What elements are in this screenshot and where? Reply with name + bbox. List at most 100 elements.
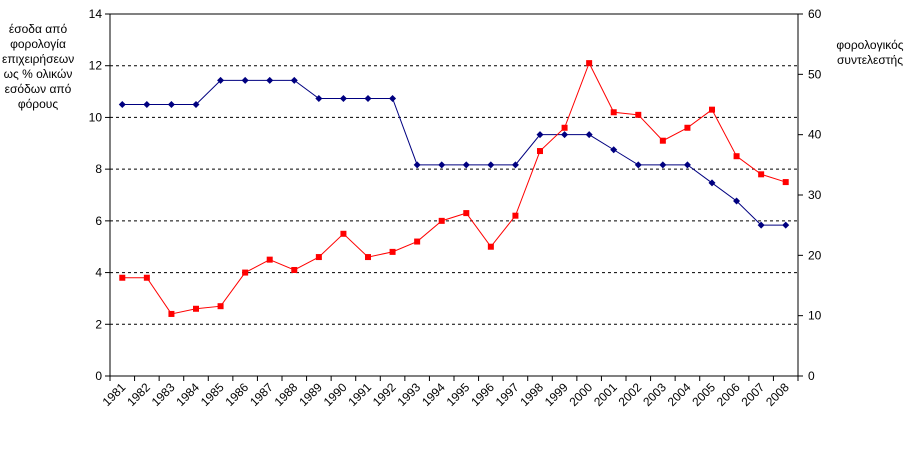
x-tick-label: 1989 bbox=[296, 380, 325, 409]
data-point-diamond bbox=[659, 161, 667, 169]
right-tick-label: 60 bbox=[808, 7, 822, 21]
data-point-square bbox=[635, 111, 642, 118]
data-point-diamond bbox=[192, 101, 200, 108]
data-point-square bbox=[512, 212, 519, 219]
data-point-square bbox=[684, 124, 691, 131]
x-tick-label: 1999 bbox=[542, 380, 571, 409]
data-point-diamond bbox=[634, 161, 642, 169]
data-point-square bbox=[487, 243, 494, 250]
x-tick-label: 2001 bbox=[591, 380, 620, 409]
data-point-square bbox=[217, 303, 224, 310]
data-point-diamond bbox=[167, 101, 175, 108]
data-point-square bbox=[438, 217, 445, 224]
x-tick-label: 1985 bbox=[198, 380, 227, 409]
data-point-square bbox=[561, 124, 568, 131]
data-point-diamond bbox=[708, 179, 716, 187]
x-tick-label: 1987 bbox=[247, 380, 276, 409]
left-tick-label: 4 bbox=[95, 266, 102, 280]
right-tick-label: 20 bbox=[808, 248, 822, 262]
left-tick-label: 12 bbox=[89, 59, 103, 73]
data-point-diamond bbox=[364, 94, 372, 102]
x-tick-label: 2007 bbox=[738, 380, 767, 409]
data-point-diamond bbox=[511, 161, 519, 169]
data-point-diamond bbox=[438, 161, 446, 169]
x-tick-label: 1996 bbox=[468, 380, 497, 409]
x-axis: 1981198219831984198519861987198819891990… bbox=[100, 376, 799, 409]
x-tick-label: 2002 bbox=[616, 380, 645, 409]
data-point-diamond bbox=[118, 101, 126, 108]
data-point-square bbox=[414, 238, 421, 245]
data-point-diamond bbox=[462, 161, 470, 169]
data-point-diamond bbox=[733, 197, 741, 205]
x-tick-label: 1995 bbox=[444, 380, 473, 409]
data-point-square bbox=[242, 269, 249, 276]
data-point-diamond bbox=[143, 101, 151, 108]
data-point-square bbox=[365, 254, 371, 261]
data-point-diamond bbox=[241, 76, 249, 84]
x-tick-label: 1986 bbox=[222, 380, 251, 409]
right-tick-label: 0 bbox=[808, 369, 815, 383]
data-point-diamond bbox=[339, 94, 347, 102]
right-tick-label: 50 bbox=[808, 67, 822, 81]
right-axis-label: φορολογικός συντελεστής bbox=[836, 38, 904, 67]
data-point-square bbox=[389, 248, 396, 255]
data-point-square bbox=[266, 256, 273, 263]
data-point-diamond bbox=[585, 131, 593, 139]
x-tick-label: 1992 bbox=[370, 380, 399, 409]
x-tick-label: 1981 bbox=[100, 380, 129, 409]
data-point-diamond bbox=[536, 131, 544, 139]
x-tick-label: 1993 bbox=[394, 380, 423, 409]
data-point-square bbox=[291, 266, 298, 273]
data-point-square bbox=[143, 274, 150, 281]
data-point-square bbox=[709, 106, 715, 113]
gridlines bbox=[110, 65, 798, 325]
left-tick-label: 2 bbox=[95, 317, 102, 331]
data-point-square bbox=[659, 137, 666, 144]
data-point-diamond bbox=[757, 221, 765, 229]
data-point-diamond bbox=[561, 131, 569, 139]
x-tick-label: 1994 bbox=[419, 380, 448, 409]
data-point-diamond bbox=[487, 161, 495, 169]
left-tick-label: 6 bbox=[95, 214, 102, 228]
right-tick-label: 30 bbox=[808, 188, 822, 202]
right-tick-label: 40 bbox=[808, 128, 822, 142]
x-tick-label: 1983 bbox=[149, 380, 178, 409]
series-layer bbox=[118, 60, 790, 317]
data-point-diamond bbox=[610, 146, 618, 154]
data-point-diamond bbox=[315, 94, 323, 102]
left-tick-label: 8 bbox=[95, 162, 102, 176]
data-point-diamond bbox=[266, 76, 274, 84]
data-point-square bbox=[733, 153, 740, 160]
x-tick-label: 1998 bbox=[517, 380, 546, 409]
x-tick-label: 2003 bbox=[640, 380, 669, 409]
data-point-square bbox=[193, 305, 199, 312]
left-tick-label: 14 bbox=[89, 7, 103, 21]
right-axis: 0 10 20 30 40 50 60 bbox=[798, 7, 822, 383]
left-tick-label: 0 bbox=[95, 369, 102, 383]
data-point-square bbox=[782, 179, 789, 186]
plot-frame bbox=[109, 13, 799, 377]
x-tick-label: 2005 bbox=[689, 380, 718, 409]
data-point-square bbox=[315, 254, 322, 261]
left-axis: 0 2 4 6 8 10 12 14 bbox=[89, 7, 110, 383]
data-point-diamond bbox=[389, 94, 397, 102]
x-tick-label: 1988 bbox=[272, 380, 301, 409]
data-point-square bbox=[119, 274, 126, 281]
x-tick-label: 2008 bbox=[763, 380, 792, 409]
data-point-square bbox=[758, 171, 765, 178]
x-tick-label: 1991 bbox=[345, 380, 374, 409]
data-point-diamond bbox=[217, 76, 225, 84]
x-tick-label: 1990 bbox=[321, 380, 350, 409]
left-axis-label: έσοδα από φορολογία επιχειρήσεων ως % ολ… bbox=[2, 22, 75, 111]
series-line-1 bbox=[122, 79, 786, 226]
data-point-square bbox=[610, 109, 617, 116]
data-point-square bbox=[586, 60, 593, 67]
data-point-diamond bbox=[683, 161, 691, 169]
x-tick-label: 2006 bbox=[714, 380, 743, 409]
data-point-square bbox=[537, 148, 543, 155]
x-tick-label: 1982 bbox=[124, 380, 153, 409]
left-tick-label: 10 bbox=[89, 110, 103, 124]
x-tick-label: 1984 bbox=[173, 380, 202, 409]
x-tick-label: 2004 bbox=[665, 380, 694, 409]
